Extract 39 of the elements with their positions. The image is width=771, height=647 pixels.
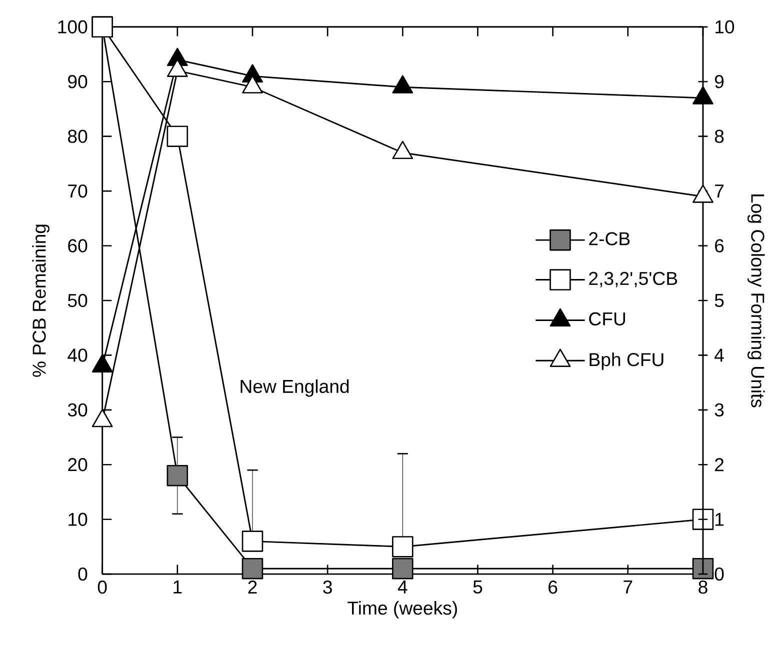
annotation: New England [240, 379, 349, 397]
x-axis-title: Time (weeks) [348, 601, 457, 618]
x-tick-label: 2 [248, 580, 257, 594]
y2-tick-label: 10 [716, 20, 734, 34]
y2-tick-label: 7 [715, 184, 724, 198]
y-tick-label: 20 [68, 458, 88, 472]
y-tick-label: 100 [58, 20, 88, 34]
y-tick-label: 50 [68, 294, 88, 308]
y-tick-label: 60 [68, 239, 88, 252]
y2-tick-label: 1 [716, 513, 724, 526]
y-tick-label: 80 [68, 130, 88, 144]
y-tick-label: 70 [68, 184, 88, 198]
y-tick-label: 90 [68, 75, 88, 88]
legend-label: CFU [589, 312, 626, 326]
y2-tick-label: 3 [714, 403, 724, 417]
y-tick-label: 0 [78, 568, 88, 581]
x-tick-label: 5 [473, 580, 482, 594]
y2-axis-title: Log Colony Forming Units [747, 194, 765, 408]
y2-tick-label: 6 [715, 239, 724, 252]
y2-tick-label: 5 [714, 294, 724, 308]
y-tick-label: 30 [68, 403, 88, 417]
legend-label: Bph CFU [590, 352, 664, 370]
y-tick-label: 10 [68, 512, 88, 526]
y-axis-title: % PCB Remaining [32, 224, 50, 377]
x-tick-label: 1 [174, 580, 182, 594]
y2-tick-label: 8 [714, 130, 724, 144]
y2-tick-label: 9 [714, 75, 724, 88]
legend-label: 2-CB [589, 232, 630, 246]
x-tick-label: 0 [98, 580, 107, 594]
y-tick-label: 40 [68, 348, 88, 362]
x-tick-label: 7 [624, 580, 632, 594]
x-tick-label: 8 [698, 580, 708, 594]
x-tick-label: 3 [323, 580, 332, 594]
legend-label: 2,3,2',5'CB [589, 272, 678, 288]
x-tick-label: 6 [548, 580, 558, 594]
y2-tick-label: 2 [715, 458, 724, 472]
x-tick-label: 4 [398, 580, 408, 594]
y2-tick-label: 4 [714, 348, 724, 362]
y2-tick-label: 0 [714, 568, 724, 581]
